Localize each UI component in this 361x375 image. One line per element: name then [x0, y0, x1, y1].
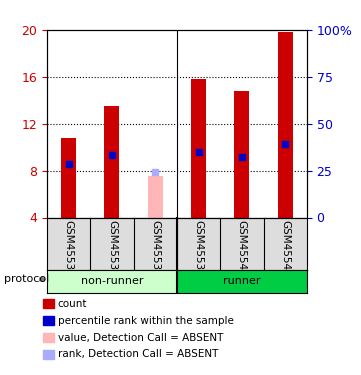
Text: percentile rank within the sample: percentile rank within the sample: [58, 316, 234, 326]
Bar: [278, 32, 293, 218]
Text: GSM45538: GSM45538: [150, 220, 160, 277]
Bar: [191, 79, 206, 218]
Text: GSM45541: GSM45541: [280, 220, 290, 277]
Text: non-runner: non-runner: [81, 276, 143, 286]
Text: GSM45539: GSM45539: [193, 220, 204, 277]
Text: runner: runner: [223, 276, 261, 286]
Text: count: count: [58, 299, 87, 309]
Bar: [61, 138, 76, 218]
Text: protocol: protocol: [4, 274, 49, 284]
Text: GSM45537: GSM45537: [107, 220, 117, 277]
Bar: [234, 91, 249, 218]
Text: GSM45536: GSM45536: [64, 220, 74, 277]
Text: GSM45540: GSM45540: [237, 220, 247, 277]
Text: value, Detection Call = ABSENT: value, Detection Call = ABSENT: [58, 333, 223, 342]
Text: rank, Detection Call = ABSENT: rank, Detection Call = ABSENT: [58, 350, 218, 359]
Bar: [148, 177, 163, 218]
Bar: [104, 106, 119, 218]
